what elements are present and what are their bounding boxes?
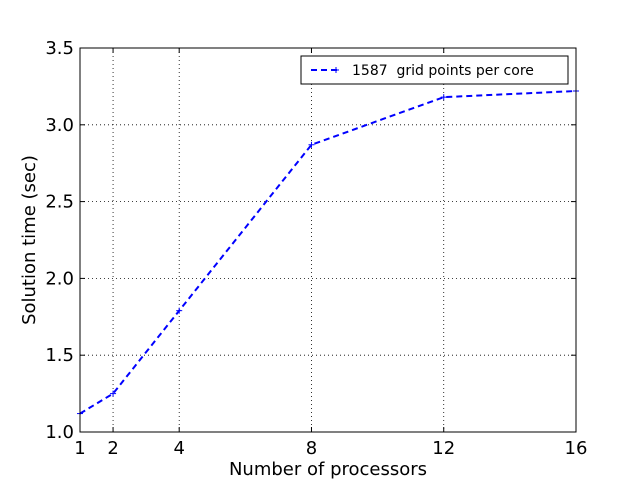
- x-axis-label: Number of processors: [229, 459, 427, 480]
- legend: 1587 grid points per core: [300, 55, 569, 85]
- x-tick-label: 8: [306, 438, 317, 459]
- y-tick-label: 3.5: [45, 38, 74, 59]
- x-tick-label: 12: [432, 438, 455, 459]
- x-tick-label: 1: [74, 438, 85, 459]
- y-tick-label: 2.5: [45, 192, 74, 213]
- x-tick-label: 2: [107, 438, 118, 459]
- y-tick-label: 3.0: [45, 115, 74, 136]
- grid-lines: [80, 48, 576, 432]
- x-tick-label: 16: [565, 438, 588, 459]
- legend-box: [300, 55, 569, 85]
- data-point-marker: [440, 94, 447, 101]
- y-tick-label: 2.0: [45, 268, 74, 289]
- data-point-marker: [176, 307, 183, 314]
- plot-frame: [79, 47, 577, 433]
- data-point-marker: [308, 141, 315, 148]
- legend-marker-plus-icon: [333, 67, 339, 73]
- series-line-0: [79, 90, 577, 415]
- data-point-marker: [110, 390, 117, 397]
- y-tick-label: 1.5: [45, 345, 74, 366]
- legend-entry-label: 1587 grid points per core: [352, 63, 534, 79]
- axis-ticks: [79, 47, 577, 433]
- y-axis-label: Solution time (sec): [19, 155, 40, 325]
- tick-labels: 1 2 4 8 12 161.01.52.02.53.03.5: [45, 38, 587, 459]
- y-tick-label: 1.0: [45, 422, 74, 443]
- x-tick-label: 4: [173, 438, 184, 459]
